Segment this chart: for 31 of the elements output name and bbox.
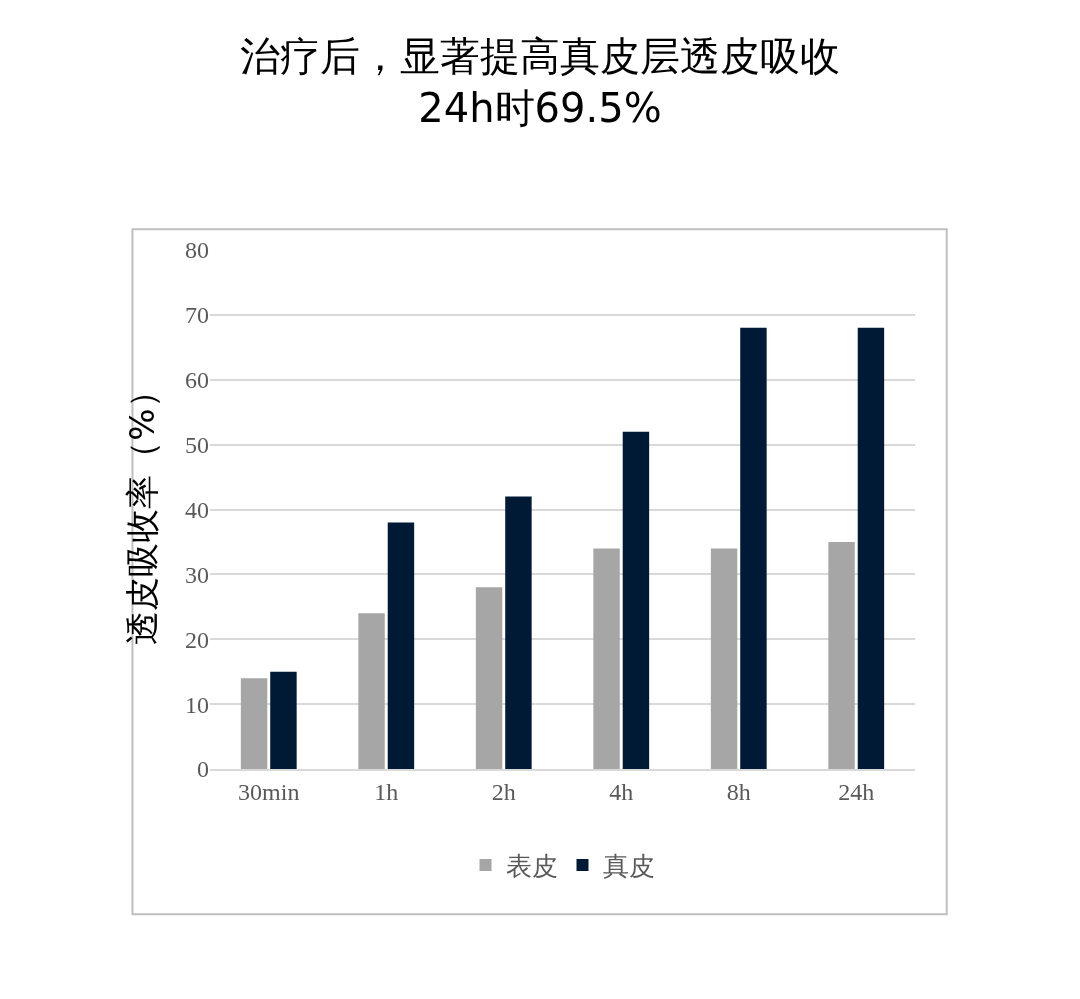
legend-label: 表皮 [505, 851, 558, 882]
x-tick-label: 24h [838, 778, 875, 805]
y-tick-label: 50 [185, 432, 209, 459]
bar [740, 327, 767, 769]
bar [387, 522, 415, 769]
y-axis-title: 透皮吸收率（%） [121, 374, 162, 645]
x-tick-label: 2h [491, 778, 516, 805]
bar [593, 548, 620, 769]
y-tick-label: 30 [185, 561, 209, 588]
x-tick-label: 30min [238, 778, 300, 805]
bar [358, 613, 385, 769]
y-tick-label: 40 [185, 496, 209, 523]
y-tick-label: 70 [185, 302, 209, 329]
bar [710, 548, 738, 769]
y-tick-label: 0 [197, 756, 209, 783]
bar [505, 496, 532, 769]
bar [828, 541, 855, 769]
bar [240, 678, 268, 769]
legend-label: 真皮 [602, 851, 655, 882]
x-tick-label: 4h [609, 778, 634, 805]
x-tick-label: 8h [726, 778, 751, 805]
y-tick-label: 60 [185, 367, 209, 394]
chart-title: 治疗后，显著提高真皮层透皮吸收 24h时69.5% [240, 32, 840, 131]
bar [270, 671, 297, 769]
bar [622, 431, 650, 769]
y-tick-label: 80 [185, 237, 209, 264]
x-tick-label: 1h [374, 778, 399, 805]
bar [475, 587, 503, 769]
y-tick-label: 10 [185, 691, 209, 718]
y-tick-label: 20 [185, 626, 209, 653]
bar [857, 327, 885, 769]
